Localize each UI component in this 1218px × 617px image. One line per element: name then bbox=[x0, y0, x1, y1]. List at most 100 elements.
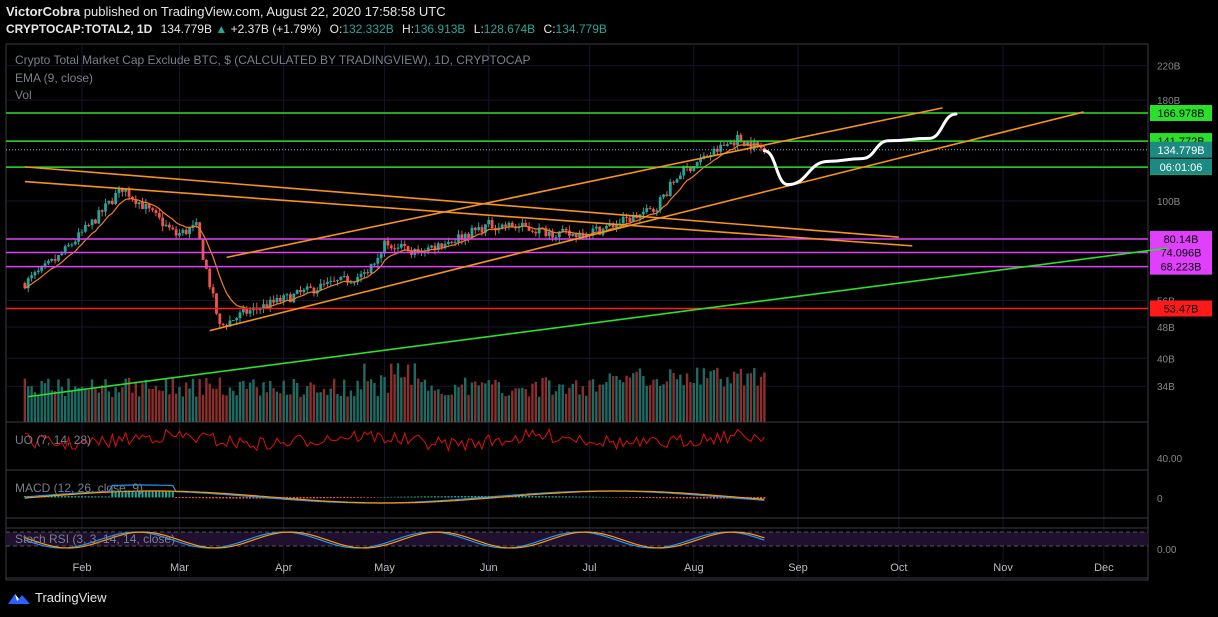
level-label: 68.223B bbox=[1161, 262, 1202, 274]
macd-histogram-bar bbox=[440, 496, 443, 498]
macd-histogram-bar bbox=[111, 490, 114, 498]
low-key: L: bbox=[473, 22, 484, 36]
candle-body bbox=[292, 293, 296, 303]
candle-body bbox=[426, 247, 430, 252]
macd-histogram-bar bbox=[252, 497, 255, 499]
candle-body bbox=[564, 228, 568, 231]
macd-histogram-bar bbox=[659, 497, 662, 499]
candle-body bbox=[531, 230, 534, 232]
ema-legend[interactable]: EMA (9, close) bbox=[15, 71, 94, 85]
macd-histogram-bar bbox=[588, 496, 591, 498]
tradingview-footer[interactable]: TradingView bbox=[8, 590, 107, 605]
candle-body bbox=[117, 187, 121, 194]
candle-body bbox=[628, 217, 632, 223]
macd-histogram-bar bbox=[672, 497, 675, 499]
candle-body bbox=[719, 144, 723, 152]
volume-bar bbox=[319, 392, 322, 422]
volume-legend[interactable]: Vol bbox=[15, 88, 32, 102]
macd-histogram-bar bbox=[760, 497, 763, 499]
macd-histogram-bar bbox=[635, 497, 638, 498]
macd-histogram-bar bbox=[538, 496, 541, 498]
volume-bar bbox=[595, 391, 598, 422]
macd-histogram-bar bbox=[144, 490, 147, 498]
price-axis-label: 40B bbox=[1157, 354, 1175, 365]
macd-histogram-bar bbox=[353, 497, 356, 498]
macd-histogram-bar bbox=[645, 497, 648, 498]
candle-body bbox=[265, 304, 269, 309]
candle-body bbox=[359, 273, 363, 278]
volume-bar bbox=[80, 386, 84, 422]
publish-info: VictorCobra published on TradingView.com… bbox=[6, 4, 446, 19]
volume-bar bbox=[225, 395, 228, 422]
volume-bar bbox=[585, 395, 588, 422]
volume-bar bbox=[23, 378, 27, 422]
macd-histogram-bar bbox=[356, 497, 359, 498]
volume-bar bbox=[70, 391, 74, 422]
candle-body bbox=[349, 282, 353, 284]
macd-histogram-bar bbox=[447, 496, 450, 498]
candle-body bbox=[608, 223, 612, 227]
level-label-box bbox=[1150, 104, 1212, 121]
volume-bar bbox=[121, 387, 124, 422]
candle-body bbox=[520, 222, 524, 227]
volume-bar bbox=[37, 395, 40, 422]
macd-histogram-bar bbox=[124, 490, 127, 498]
stoch-rsi-pane-label[interactable]: Stoch RSI (3, 3, 14, 14, close) bbox=[15, 532, 176, 546]
macd-histogram-bar bbox=[296, 497, 299, 499]
volume-bar bbox=[279, 393, 282, 422]
candle-body bbox=[739, 134, 743, 141]
up-arrow-icon: ▲ bbox=[215, 22, 228, 36]
volume-bar bbox=[635, 371, 638, 422]
candle-body bbox=[376, 257, 380, 264]
price-axis-label: 180B bbox=[1157, 96, 1181, 107]
macd-histogram-bar bbox=[444, 496, 447, 498]
volume-bar bbox=[359, 389, 363, 422]
volume-bar bbox=[427, 390, 430, 422]
candle-body bbox=[134, 198, 138, 205]
macd-histogram-bar bbox=[598, 496, 601, 498]
macd-histogram-bar bbox=[618, 497, 621, 498]
volume-bar bbox=[400, 377, 403, 422]
volume-bar bbox=[33, 392, 37, 422]
macd-histogram-bar bbox=[195, 497, 198, 499]
candle-body bbox=[470, 227, 474, 239]
volume-bar bbox=[484, 383, 487, 422]
volume-bar bbox=[255, 387, 258, 422]
macd-histogram-bar bbox=[107, 496, 110, 498]
volume-bar bbox=[63, 395, 67, 422]
candle-body bbox=[655, 210, 659, 212]
macd-histogram-bar bbox=[158, 491, 161, 498]
volume-bar bbox=[127, 377, 131, 422]
volume-bar bbox=[423, 379, 427, 422]
volume-bar bbox=[759, 376, 763, 422]
macd-pane-label[interactable]: MACD (12, 26, close, 9) bbox=[15, 481, 144, 495]
volume-bar bbox=[403, 376, 406, 422]
macd-histogram-bar bbox=[134, 490, 137, 498]
volume-bar bbox=[269, 380, 272, 422]
macd-histogram-bar bbox=[54, 495, 57, 498]
uo-pane-label[interactable]: UO (7, 14, 28) bbox=[15, 433, 92, 447]
candle-body bbox=[399, 243, 403, 248]
projection-path bbox=[762, 112, 958, 187]
macd-histogram-bar bbox=[561, 496, 564, 498]
candle-body bbox=[712, 148, 716, 155]
volume-bar bbox=[369, 379, 373, 422]
macd-histogram-bar bbox=[57, 495, 60, 498]
macd-histogram-bar bbox=[534, 496, 537, 498]
macd-histogram-bar bbox=[339, 497, 342, 499]
macd-histogram-bar bbox=[299, 497, 302, 499]
macd-histogram-bar bbox=[316, 497, 319, 499]
author-name: VictorCobra bbox=[6, 4, 81, 19]
candle-body bbox=[762, 148, 766, 150]
candle-body bbox=[396, 247, 400, 249]
macd-histogram-bar bbox=[709, 497, 712, 499]
volume-bar bbox=[474, 381, 477, 422]
close-value: 134.779B bbox=[555, 22, 607, 36]
macd-histogram-bar bbox=[232, 497, 235, 499]
candle-body bbox=[235, 318, 239, 321]
volume-bar bbox=[558, 384, 561, 422]
volume-bar bbox=[282, 380, 285, 422]
candle-body bbox=[151, 208, 154, 211]
macd-histogram-bar bbox=[756, 497, 759, 499]
